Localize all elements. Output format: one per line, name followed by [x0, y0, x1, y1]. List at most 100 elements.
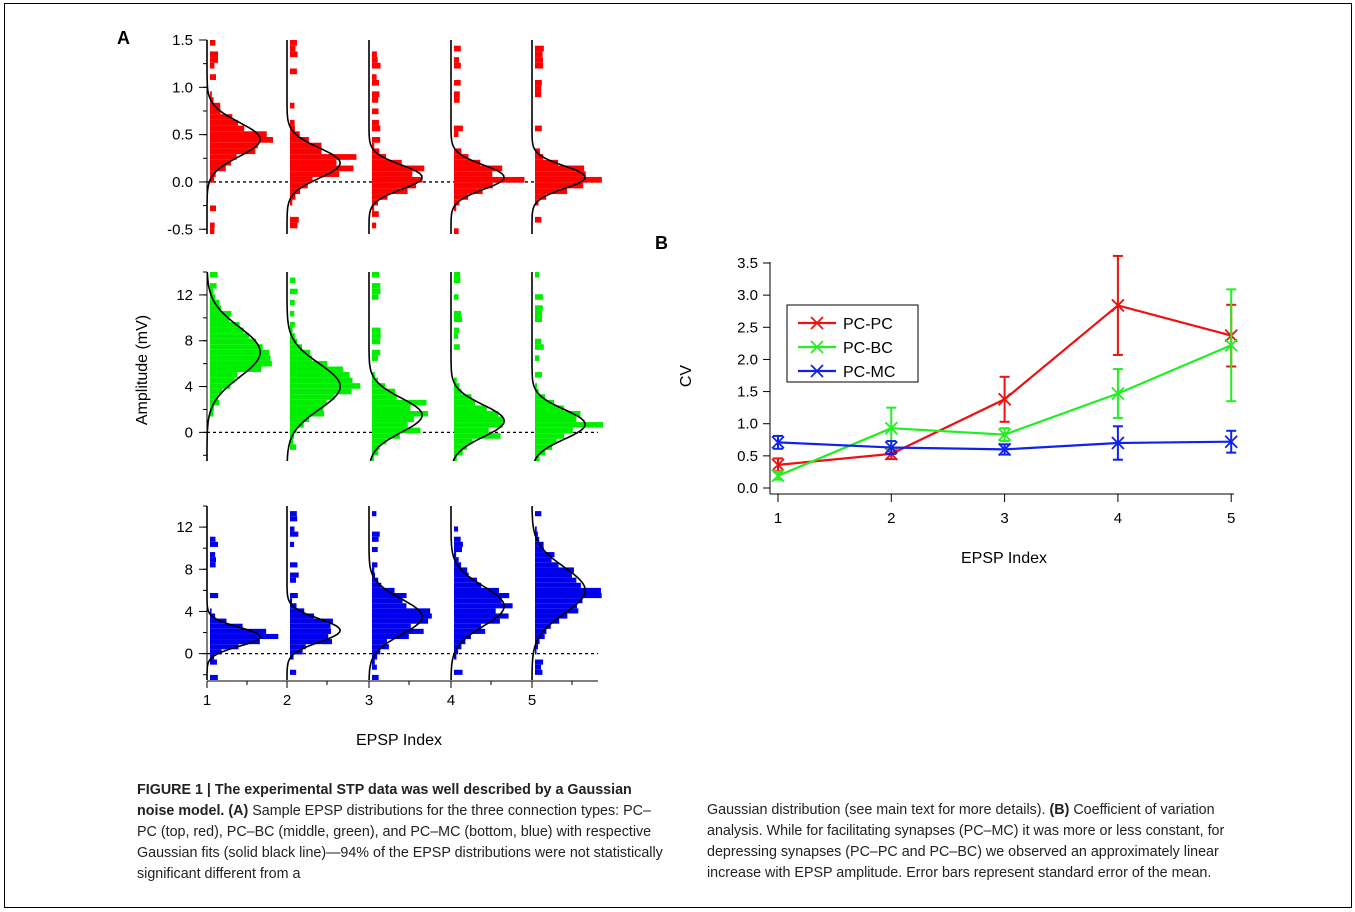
- histogram-bar: [290, 171, 340, 177]
- histogram-bar: [454, 45, 461, 52]
- histogram-bar: [210, 659, 217, 665]
- histogram-bar: [372, 674, 379, 680]
- histogram-bar: [372, 91, 380, 98]
- histogram-bar: [454, 422, 503, 428]
- panel-b-x-axis-label: EPSP Index: [961, 550, 1047, 567]
- histogram-bar: [290, 438, 294, 445]
- histogram-bar: [290, 383, 361, 389]
- histogram-bar: [372, 159, 402, 166]
- data-point-marker: [1111, 436, 1125, 450]
- histogram-bar: [210, 91, 212, 98]
- histogram-bar: [290, 277, 296, 284]
- histogram-bar: [290, 148, 322, 155]
- histogram-bar: [210, 305, 222, 311]
- histogram-bar: [210, 272, 218, 278]
- y-tick-label: 2.0: [737, 351, 758, 368]
- histogram-bar: [454, 272, 461, 278]
- x-tick-label: 1: [774, 510, 782, 527]
- histogram-bar: [535, 552, 555, 558]
- histogram-bar: [454, 79, 461, 86]
- histogram-bar: [372, 567, 375, 573]
- histogram-bar: [372, 294, 379, 300]
- histogram-bar: [454, 159, 481, 166]
- histogram-bar: [372, 51, 377, 58]
- histogram-bar: [290, 182, 308, 189]
- histogram-bar: [372, 433, 400, 439]
- histogram-bar: [290, 623, 331, 629]
- histogram-bar: [290, 288, 298, 295]
- histogram-bar: [372, 288, 381, 295]
- histogram-bar: [535, 159, 559, 166]
- histogram-bar: [454, 388, 462, 395]
- histogram-bar: [290, 338, 298, 345]
- panel-b-series: [771, 254, 1238, 483]
- histogram-bar: [372, 416, 414, 423]
- histogram-bar: [454, 613, 509, 619]
- histogram-bar: [290, 516, 298, 522]
- histogram-bar: [372, 587, 395, 593]
- histogram-bar: [290, 422, 304, 428]
- histogram-bar: [210, 649, 222, 655]
- panel-b-y-axis-label: CV: [678, 365, 695, 388]
- histogram-bar: [290, 222, 298, 229]
- panel-a-x-axis: 1 2 3 4 5: [203, 680, 598, 709]
- gaussian-fit-curve: [450, 506, 506, 680]
- histogram-epsp-4: [450, 40, 525, 234]
- histogram-bar: [210, 552, 216, 558]
- series-pc-mc: [771, 425, 1238, 461]
- x-tick-label: 5: [528, 692, 536, 709]
- x-tick-label: 2: [283, 692, 291, 709]
- histogram-bar: [535, 623, 551, 629]
- histogram-bar: [454, 410, 499, 417]
- histogram-bar: [372, 639, 387, 645]
- y-tick-label: 4: [185, 603, 193, 620]
- histogram-bar: [210, 62, 215, 69]
- gaussian-fit-curve: [206, 271, 262, 461]
- histogram-bar: [372, 608, 431, 614]
- histogram-bar: [454, 433, 501, 439]
- gaussian-fit-curve: [531, 40, 586, 234]
- histogram-bar: [535, 546, 544, 553]
- gaussian-fit-curve: [368, 506, 424, 681]
- histogram-bar: [210, 119, 238, 126]
- histogram-bar: [290, 444, 297, 450]
- histogram-bar: [372, 283, 381, 289]
- histogram-bar: [454, 546, 463, 553]
- caption-right: Gaussian distribution (see main text for…: [707, 800, 1247, 884]
- y-tick-label: 1.5: [172, 32, 193, 49]
- histogram-bar: [372, 333, 381, 339]
- caption-a-label: (A): [228, 803, 249, 819]
- histogram-bar: [210, 165, 226, 172]
- histogram-bar: [454, 526, 459, 532]
- histogram-bar: [535, 567, 574, 573]
- histogram-bar: [372, 62, 381, 69]
- y-tick-label: 3.0: [737, 287, 758, 304]
- histogram-bar: [210, 142, 258, 149]
- histogram-bar: [372, 405, 411, 411]
- histogram-bar: [535, 316, 543, 323]
- histogram-bar: [535, 62, 544, 69]
- histogram-bar: [210, 562, 216, 568]
- histogram-bar: [454, 194, 469, 200]
- caption-left: FIGURE 1 | The experimental STP data was…: [137, 780, 667, 885]
- histogram-epsp-1: [206, 40, 273, 234]
- histogram-epsp-5: [531, 40, 602, 234]
- histogram-bar: [535, 171, 586, 177]
- histogram-bar: [290, 176, 313, 183]
- x-tick-label: 3: [365, 692, 373, 709]
- histogram-bar: [210, 131, 267, 137]
- histogram-bar: [210, 288, 214, 295]
- histogram-bar: [290, 45, 296, 52]
- histogram-bar: [454, 618, 500, 624]
- histogram-bar: [454, 399, 476, 406]
- histogram-bar: [372, 142, 375, 149]
- histogram-bar: [454, 333, 459, 339]
- histogram-bar: [290, 154, 357, 160]
- histogram-bar: [290, 644, 306, 650]
- gaussian-fit-curve: [286, 272, 341, 462]
- histogram-bar: [454, 649, 459, 655]
- data-point-marker: [997, 442, 1012, 457]
- histogram-bar: [210, 108, 221, 115]
- histogram-bar: [535, 557, 552, 563]
- histogram-bar: [210, 114, 233, 120]
